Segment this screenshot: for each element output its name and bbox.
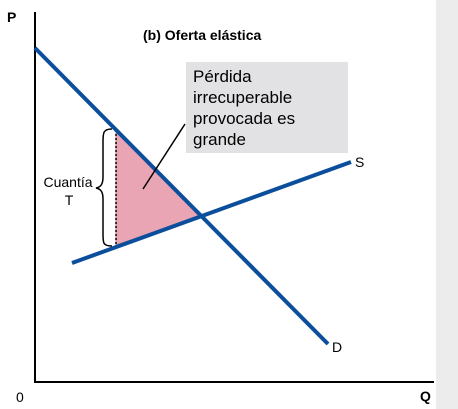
demand-curve-label: D bbox=[332, 339, 342, 355]
tax-brace bbox=[95, 128, 113, 247]
demand-curve bbox=[33, 46, 330, 346]
tax-brace-label-line2: T bbox=[65, 192, 74, 208]
right-panel-edge bbox=[436, 0, 458, 409]
callout-line-4: grande bbox=[193, 130, 246, 149]
callout-box bbox=[186, 62, 348, 153]
callout-line-1: Pérdida bbox=[193, 67, 252, 86]
tax-brace-label-line1: Cuantía bbox=[43, 174, 92, 190]
y-axis-label: P bbox=[7, 9, 16, 25]
callout-line-3: provocada es bbox=[193, 109, 295, 128]
chart-title: (b) Oferta elástica bbox=[143, 27, 261, 43]
supply-curve bbox=[71, 160, 352, 265]
origin-label: 0 bbox=[16, 389, 24, 405]
callout-pointer bbox=[142, 123, 186, 190]
callout-line-2: irrecuperable bbox=[193, 88, 292, 107]
x-axis-label: Q bbox=[420, 388, 431, 404]
supply-curve-label: S bbox=[355, 154, 364, 170]
